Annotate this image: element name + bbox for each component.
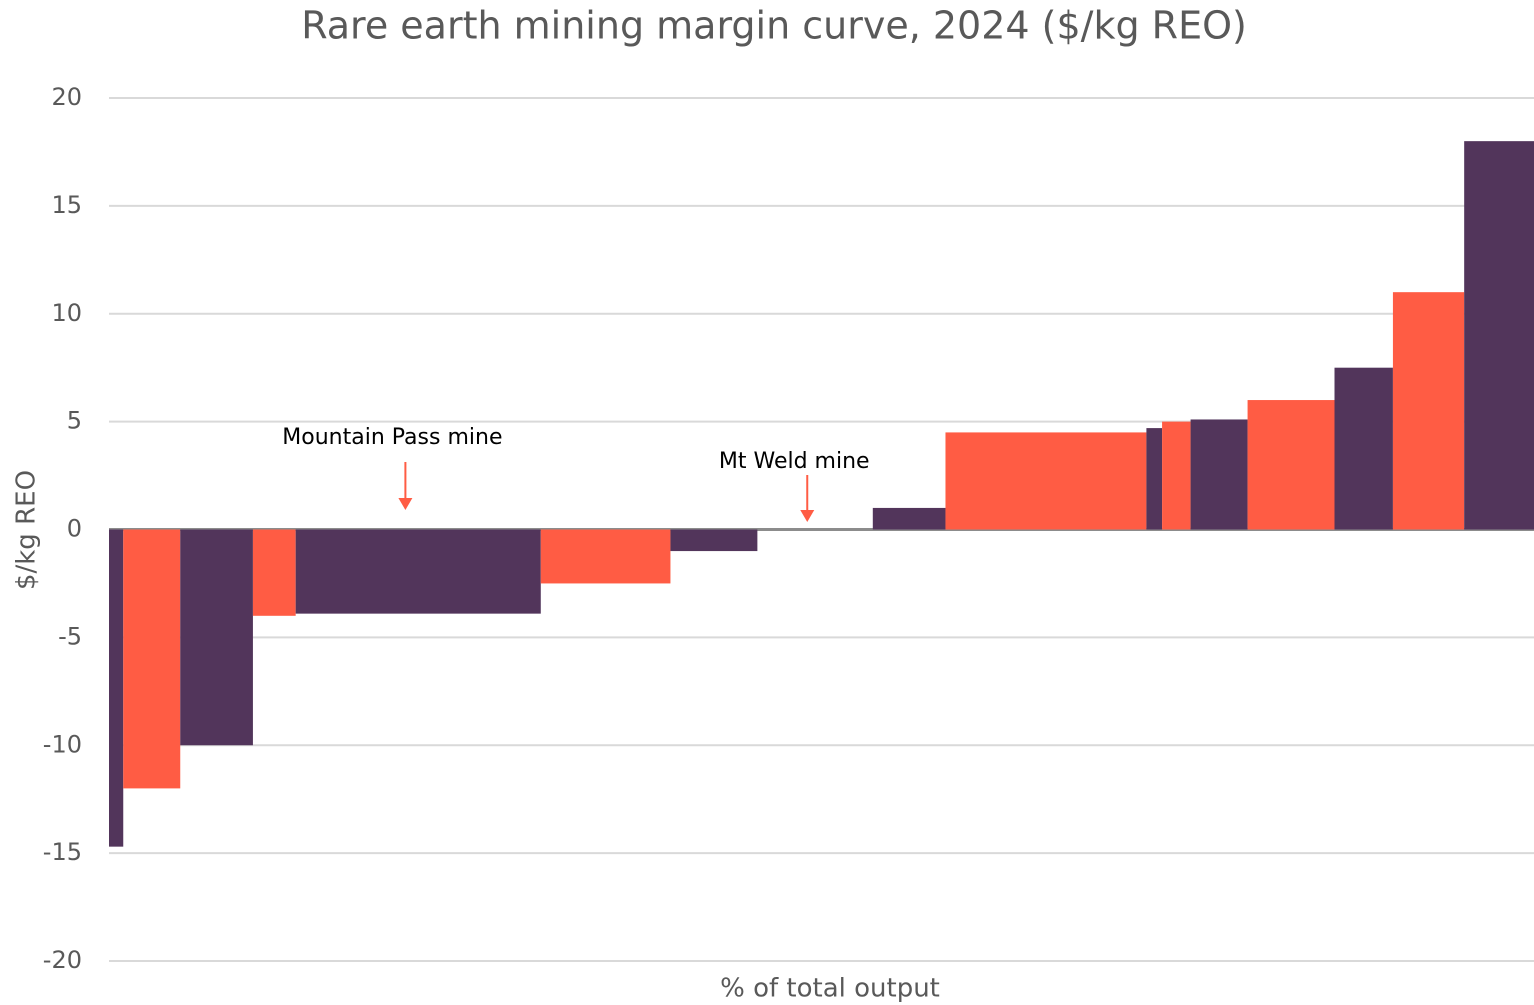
bar xyxy=(180,529,253,746)
bar xyxy=(1162,421,1191,530)
bar xyxy=(670,529,758,552)
bar xyxy=(945,432,1147,530)
bar xyxy=(123,529,181,789)
y-tick-label: 0 xyxy=(67,515,82,543)
bar xyxy=(1334,367,1393,530)
bar xyxy=(1247,400,1335,530)
annotation-arrowhead xyxy=(398,498,413,510)
bar xyxy=(295,529,541,614)
y-axis-label: $/kg REO xyxy=(12,470,42,590)
bar xyxy=(1190,419,1248,530)
bar xyxy=(1146,428,1163,530)
y-tick-label: 15 xyxy=(51,191,82,219)
x-axis-label: % of total output xyxy=(720,974,940,1004)
y-tick-label: 10 xyxy=(51,299,82,327)
bar xyxy=(1392,292,1465,530)
y-tick-label: -15 xyxy=(43,838,82,866)
y-tick-label: 20 xyxy=(51,83,82,111)
bar xyxy=(109,529,124,847)
bar xyxy=(252,529,296,616)
bar xyxy=(1464,141,1534,530)
bar xyxy=(872,507,946,530)
annotation-label: Mt Weld mine xyxy=(719,449,870,474)
annotation-label: Mountain Pass mine xyxy=(282,425,502,450)
chart-title: Rare earth mining margin curve, 2024 ($/… xyxy=(301,4,1247,48)
annotation-arrowhead xyxy=(800,510,815,522)
y-tick-label: -10 xyxy=(43,730,82,758)
y-tick-label: -20 xyxy=(43,946,82,974)
bar xyxy=(540,529,671,584)
y-tick-label: 5 xyxy=(67,407,82,435)
y-tick-label: -5 xyxy=(58,622,82,650)
